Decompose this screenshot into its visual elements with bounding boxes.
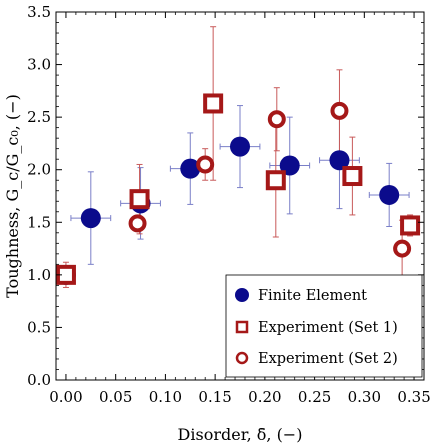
x-tick-label: 0.30 bbox=[348, 388, 381, 406]
exp2-point bbox=[330, 101, 349, 120]
legend-box bbox=[225, 274, 423, 378]
x-tick-label: 0.00 bbox=[49, 388, 82, 406]
tick-labels: 0.00 0.05 0.10 0.15 0.20 0.25 0.30 0.35 0.0 0.5 1.… bbox=[27, 3, 431, 406]
y-tick-label: 2.5 bbox=[27, 108, 51, 126]
y-tick-label: 1.0 bbox=[27, 266, 51, 284]
exp2-point bbox=[196, 155, 215, 174]
plot-frame bbox=[55, 11, 425, 381]
legend-exp1-marker bbox=[235, 320, 249, 334]
legend-label: Experiment (Set 1) bbox=[258, 320, 398, 336]
exp1-point bbox=[203, 93, 224, 114]
exp2-point bbox=[393, 239, 412, 258]
y-axis-label: Toughness, G_c/G_c₀, (−) bbox=[3, 94, 22, 298]
x-tick-label: 0.20 bbox=[248, 388, 281, 406]
legend-exp2-marker bbox=[235, 351, 249, 365]
fe-point bbox=[379, 184, 400, 205]
x-tick-label: 0.10 bbox=[149, 388, 182, 406]
fe-point bbox=[230, 136, 250, 157]
x-tick-label: 0.35 bbox=[397, 388, 430, 406]
exp1-point bbox=[400, 215, 421, 236]
legend-label: Finite Element bbox=[258, 288, 367, 304]
y-tick-label: 3.0 bbox=[27, 56, 51, 74]
y-tick-label: 0.5 bbox=[27, 318, 51, 336]
legend-fe-marker bbox=[235, 288, 249, 302]
error-bars bbox=[61, 26, 415, 288]
exp1-point bbox=[265, 170, 286, 191]
fe-point bbox=[180, 158, 201, 179]
axis-ticks bbox=[56, 11, 424, 381]
legend: Finite Element Experiment (Set 1) Experime… bbox=[225, 274, 423, 378]
fe-point bbox=[329, 150, 350, 171]
exp2-point bbox=[128, 214, 147, 233]
exp1-point bbox=[342, 166, 363, 187]
y-tick-label: 0.0 bbox=[27, 371, 51, 389]
exp2-point bbox=[267, 110, 286, 129]
y-tick-label: 3.5 bbox=[27, 3, 51, 21]
legend-label: Experiment (Set 2) bbox=[258, 351, 398, 367]
x-tick-label: 0.15 bbox=[198, 388, 231, 406]
exp1-point bbox=[129, 189, 150, 210]
data-markers bbox=[55, 93, 421, 285]
fe-point bbox=[80, 208, 101, 229]
x-axis-label: Disorder, δ̄, (−) bbox=[178, 425, 303, 444]
y-tick-label: 2.0 bbox=[27, 161, 51, 179]
y-tick-label: 1.5 bbox=[27, 213, 51, 231]
x-tick-label: 0.05 bbox=[99, 388, 132, 406]
x-tick-label: 0.25 bbox=[298, 388, 331, 406]
